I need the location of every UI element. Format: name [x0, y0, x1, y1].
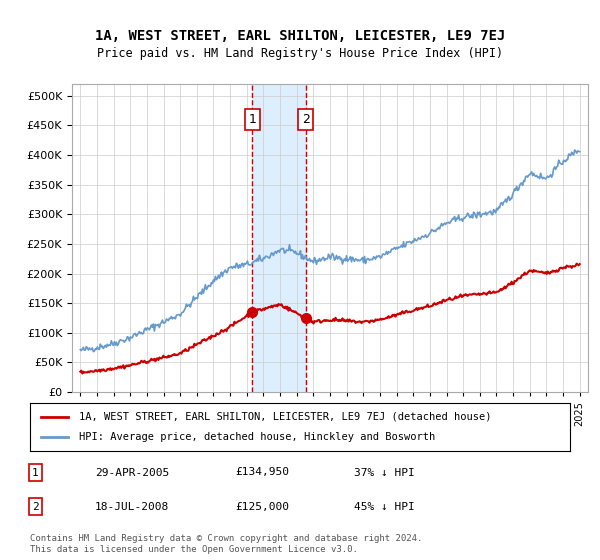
- Text: Price paid vs. HM Land Registry's House Price Index (HPI): Price paid vs. HM Land Registry's House …: [97, 46, 503, 60]
- Text: 45% ↓ HPI: 45% ↓ HPI: [354, 502, 415, 511]
- Text: 1A, WEST STREET, EARL SHILTON, LEICESTER, LE9 7EJ (detached house): 1A, WEST STREET, EARL SHILTON, LEICESTER…: [79, 412, 491, 422]
- Text: HPI: Average price, detached house, Hinckley and Bosworth: HPI: Average price, detached house, Hinc…: [79, 432, 435, 442]
- Text: Contains HM Land Registry data © Crown copyright and database right 2024.: Contains HM Land Registry data © Crown c…: [30, 534, 422, 543]
- Text: 37% ↓ HPI: 37% ↓ HPI: [354, 468, 415, 478]
- Text: 1A, WEST STREET, EARL SHILTON, LEICESTER, LE9 7EJ: 1A, WEST STREET, EARL SHILTON, LEICESTER…: [95, 29, 505, 44]
- Text: £125,000: £125,000: [235, 502, 289, 511]
- Text: 18-JUL-2008: 18-JUL-2008: [95, 502, 169, 511]
- Text: 1: 1: [32, 468, 39, 478]
- Text: 2: 2: [32, 502, 39, 511]
- Text: 2: 2: [302, 113, 310, 126]
- Text: This data is licensed under the Open Government Licence v3.0.: This data is licensed under the Open Gov…: [30, 545, 358, 554]
- Text: 29-APR-2005: 29-APR-2005: [95, 468, 169, 478]
- Text: 1: 1: [248, 113, 256, 126]
- Bar: [252, 84, 305, 392]
- Text: £134,950: £134,950: [235, 468, 289, 478]
